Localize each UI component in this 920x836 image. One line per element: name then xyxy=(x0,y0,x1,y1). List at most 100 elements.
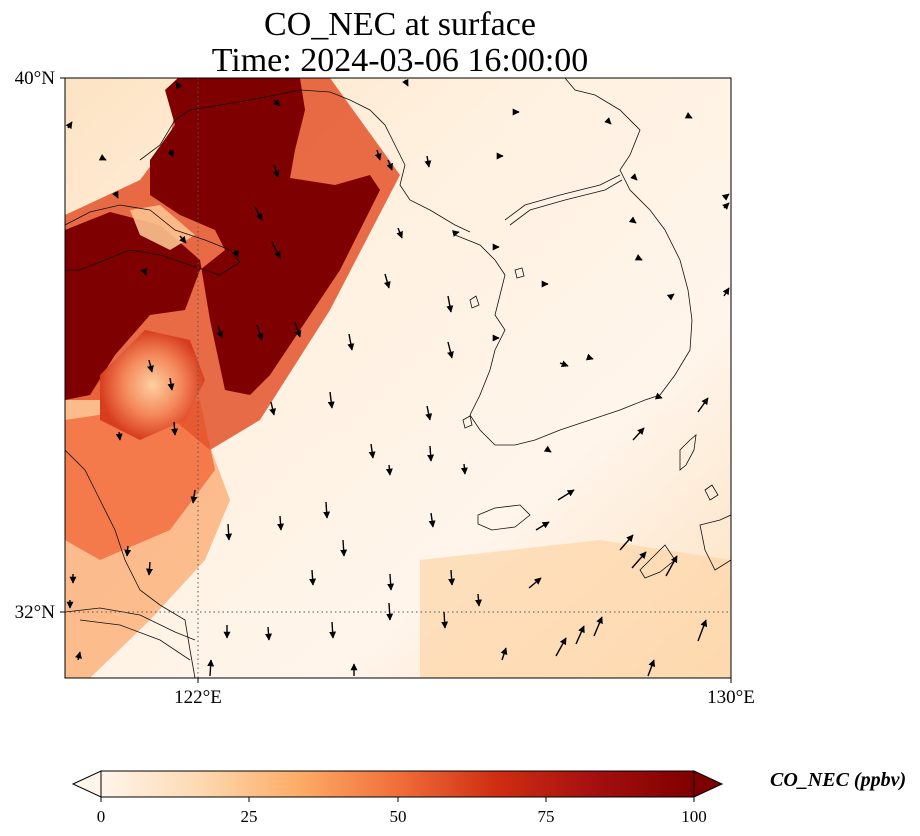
wind-arrow xyxy=(647,659,656,677)
wind-arrow xyxy=(535,521,550,531)
wind-arrow xyxy=(666,293,675,301)
lon-label-122e: 122°E xyxy=(174,687,222,708)
colorbar-tick-50: 50 xyxy=(390,807,407,826)
wind-arrow xyxy=(722,202,730,210)
wind-arrow xyxy=(722,287,730,297)
colorbar-tick-75: 75 xyxy=(538,807,555,826)
wind-arrow xyxy=(630,173,638,181)
wind-arrow xyxy=(340,539,348,557)
wind-arrow xyxy=(697,397,709,413)
wind-arrow xyxy=(272,164,280,178)
colorbar-gradient xyxy=(100,770,695,798)
wind-arrow xyxy=(374,149,382,161)
wind-arrow xyxy=(684,112,693,119)
wind-arrow xyxy=(256,324,264,341)
wind-arrow xyxy=(98,154,107,161)
wind-arrow xyxy=(452,230,460,237)
wind-arrow xyxy=(216,325,224,339)
wind-arrow xyxy=(115,431,123,441)
wind-arrow xyxy=(474,593,482,607)
wind-arrow xyxy=(347,333,355,351)
wind-arrow xyxy=(425,405,433,421)
wind-arrow xyxy=(585,353,594,361)
lat-label-32n: 32°N xyxy=(15,602,56,623)
wind-arrow xyxy=(171,421,179,436)
wind-arrow xyxy=(140,267,147,276)
wind-arrow xyxy=(428,512,436,528)
wind-arrow xyxy=(368,443,376,459)
wind-arrow xyxy=(446,295,454,313)
wind-arrow xyxy=(175,81,183,90)
wind-arrow xyxy=(112,190,119,199)
wind-arrow xyxy=(528,577,542,589)
wind-arrow xyxy=(225,523,233,541)
wind-arrow xyxy=(441,611,449,629)
wind-arrow xyxy=(323,501,331,519)
wind-arrow xyxy=(167,149,174,158)
gridlines xyxy=(65,78,731,678)
wind-arrow xyxy=(167,377,175,391)
wind-arrow xyxy=(557,489,575,501)
wind-arrow xyxy=(448,569,456,586)
wind-arrow xyxy=(396,227,403,239)
lat-label-40n: 40°N xyxy=(15,68,56,89)
wind-arrow xyxy=(329,621,337,639)
colorbar-tick-100: 100 xyxy=(681,807,707,826)
wind-arrow xyxy=(721,193,730,201)
wind-arrow xyxy=(277,515,285,531)
wind-arrow xyxy=(124,545,132,557)
map-title: CO_NEC at surface xyxy=(264,6,536,43)
wind-arrow xyxy=(604,117,612,125)
wind-arrow xyxy=(271,241,281,259)
wind-arrow xyxy=(273,99,281,107)
wind-arrow xyxy=(619,534,634,551)
wind-arrow xyxy=(555,637,567,657)
wind-arrow xyxy=(190,489,198,504)
wind-arrow xyxy=(65,121,73,130)
concentration-field xyxy=(65,78,731,678)
wind-arrow xyxy=(460,463,468,475)
wind-arrow xyxy=(145,561,153,576)
wind-arrow xyxy=(147,359,154,373)
wind-arrow xyxy=(631,551,647,569)
wind-arrow xyxy=(559,360,569,368)
wind-arrow xyxy=(593,616,603,637)
wind-arrow xyxy=(386,159,393,171)
wind-arrow xyxy=(75,651,82,661)
colorbar-extend-min xyxy=(71,770,102,798)
wind-arrow xyxy=(327,391,335,409)
wind-arrow xyxy=(543,445,552,453)
colorbar-tick-0: 0 xyxy=(97,807,106,826)
wind-arrow xyxy=(309,569,317,586)
wind-arrow xyxy=(385,464,393,476)
colorbar: 0 25 50 75 100 xyxy=(71,770,724,826)
wind-arrow xyxy=(294,321,302,338)
wind-arrow xyxy=(269,401,276,416)
wind-arrow xyxy=(632,427,645,441)
wind-arrow xyxy=(500,647,508,661)
wind-arrow xyxy=(427,445,435,462)
wind-arrow xyxy=(207,659,215,677)
wind-arrow xyxy=(179,235,187,244)
wind-arrow xyxy=(254,206,263,221)
map-frame xyxy=(64,77,732,679)
lon-label-130e: 130°E xyxy=(707,687,755,708)
wind-arrow xyxy=(654,392,663,400)
wind-arrow xyxy=(383,273,391,289)
wind-arrow xyxy=(386,602,394,621)
wind-arrow xyxy=(628,216,637,224)
colorbar-extend-max xyxy=(693,770,724,798)
wind-vectors xyxy=(65,78,730,677)
wind-arrow xyxy=(697,619,708,642)
wind-arrow xyxy=(232,249,239,258)
colorbar-tick-25: 25 xyxy=(241,807,258,826)
wind-arrow xyxy=(447,341,454,359)
wind-arrow xyxy=(575,625,585,645)
wind-arrow xyxy=(402,78,409,87)
wind-arrow xyxy=(665,555,678,577)
wind-arrow xyxy=(387,573,395,591)
wind-arrow xyxy=(424,155,432,168)
wind-arrow xyxy=(634,254,643,261)
colorbar-label: CO_NEC (ppbv) xyxy=(770,769,907,791)
